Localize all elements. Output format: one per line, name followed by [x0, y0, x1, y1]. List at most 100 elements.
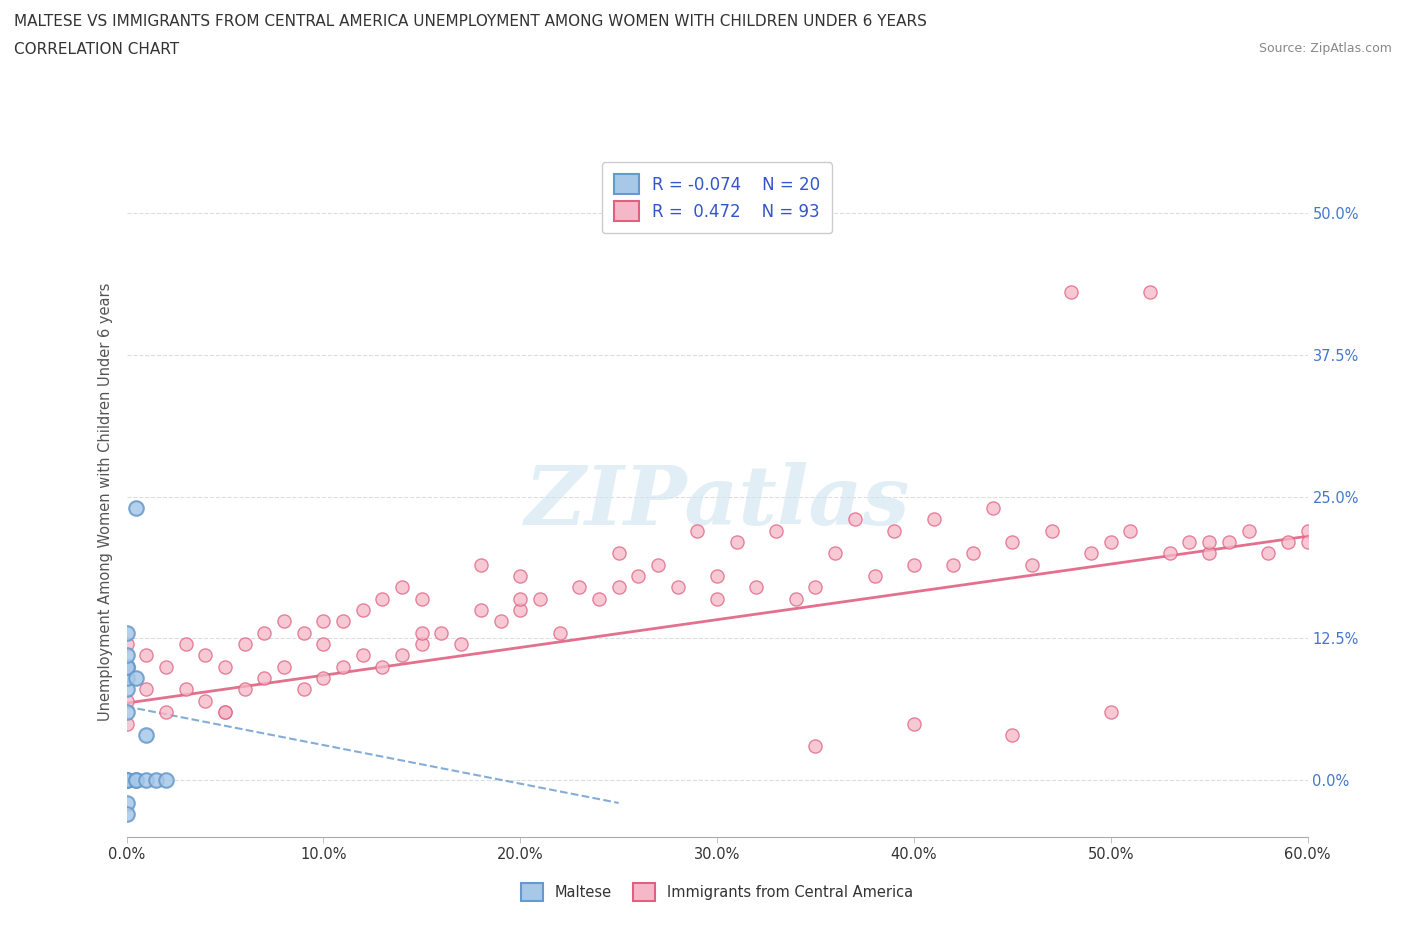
Point	[115, 773, 138, 788]
Point	[135, 727, 157, 742]
Point	[115, 659, 138, 674]
Point	[1139, 285, 1161, 299]
Point	[509, 603, 531, 618]
Point	[883, 524, 905, 538]
Point	[194, 694, 217, 709]
Point	[135, 648, 157, 663]
Point	[214, 659, 236, 674]
Point	[411, 637, 433, 652]
Point	[292, 682, 315, 697]
Text: MALTESE VS IMMIGRANTS FROM CENTRAL AMERICA UNEMPLOYMENT AMONG WOMEN WITH CHILDRE: MALTESE VS IMMIGRANTS FROM CENTRAL AMERI…	[14, 14, 927, 29]
Point	[233, 682, 256, 697]
Point	[115, 637, 138, 652]
Point	[588, 591, 610, 606]
Point	[568, 580, 591, 595]
Text: ZIPatlas: ZIPatlas	[524, 462, 910, 542]
Point	[115, 648, 138, 663]
Point	[844, 512, 866, 526]
Point	[1159, 546, 1181, 561]
Point	[1237, 524, 1260, 538]
Point	[804, 580, 827, 595]
Point	[1021, 557, 1043, 572]
Point	[824, 546, 846, 561]
Point	[647, 557, 669, 572]
Point	[1060, 285, 1083, 299]
Point	[450, 637, 472, 652]
Point	[1099, 535, 1122, 550]
Point	[115, 795, 138, 810]
Point	[174, 682, 197, 697]
Point	[1001, 727, 1024, 742]
Point	[391, 580, 413, 595]
Point	[125, 773, 148, 788]
Point	[1119, 524, 1142, 538]
Point	[548, 625, 571, 640]
Point	[292, 625, 315, 640]
Point	[174, 637, 197, 652]
Point	[115, 659, 138, 674]
Point	[509, 568, 531, 583]
Point	[981, 500, 1004, 515]
Point	[666, 580, 689, 595]
Point	[253, 671, 276, 685]
Point	[785, 591, 807, 606]
Point	[627, 568, 650, 583]
Point	[1080, 546, 1102, 561]
Point	[1178, 535, 1201, 550]
Point	[352, 648, 374, 663]
Point	[1040, 524, 1063, 538]
Point	[686, 524, 709, 538]
Y-axis label: Unemployment Among Women with Children Under 6 years: Unemployment Among Women with Children U…	[98, 283, 114, 722]
Point	[706, 568, 728, 583]
Legend: Maltese, Immigrants from Central America: Maltese, Immigrants from Central America	[515, 877, 920, 907]
Text: Source: ZipAtlas.com: Source: ZipAtlas.com	[1258, 42, 1392, 55]
Point	[273, 614, 295, 629]
Point	[1218, 535, 1240, 550]
Point	[1198, 535, 1220, 550]
Point	[135, 773, 157, 788]
Point	[155, 773, 177, 788]
Text: CORRELATION CHART: CORRELATION CHART	[14, 42, 179, 57]
Point	[1277, 535, 1299, 550]
Point	[115, 694, 138, 709]
Point	[214, 705, 236, 720]
Point	[312, 614, 335, 629]
Point	[607, 546, 630, 561]
Point	[903, 557, 925, 572]
Point	[371, 659, 394, 674]
Point	[863, 568, 886, 583]
Point	[1099, 705, 1122, 720]
Point	[135, 682, 157, 697]
Point	[253, 625, 276, 640]
Point	[115, 773, 138, 788]
Point	[1296, 535, 1319, 550]
Point	[489, 614, 512, 629]
Point	[125, 671, 148, 685]
Point	[214, 705, 236, 720]
Point	[115, 682, 138, 697]
Point	[115, 807, 138, 822]
Point	[115, 625, 138, 640]
Point	[233, 637, 256, 652]
Point	[312, 671, 335, 685]
Point	[125, 773, 148, 788]
Point	[115, 705, 138, 720]
Point	[903, 716, 925, 731]
Point	[155, 659, 177, 674]
Point	[706, 591, 728, 606]
Point	[804, 738, 827, 753]
Point	[371, 591, 394, 606]
Point	[745, 580, 768, 595]
Point	[470, 557, 492, 572]
Point	[1198, 546, 1220, 561]
Point	[962, 546, 984, 561]
Point	[765, 524, 787, 538]
Point	[470, 603, 492, 618]
Point	[115, 659, 138, 674]
Point	[273, 659, 295, 674]
Point	[115, 773, 138, 788]
Point	[391, 648, 413, 663]
Point	[332, 614, 354, 629]
Point	[115, 671, 138, 685]
Point	[725, 535, 748, 550]
